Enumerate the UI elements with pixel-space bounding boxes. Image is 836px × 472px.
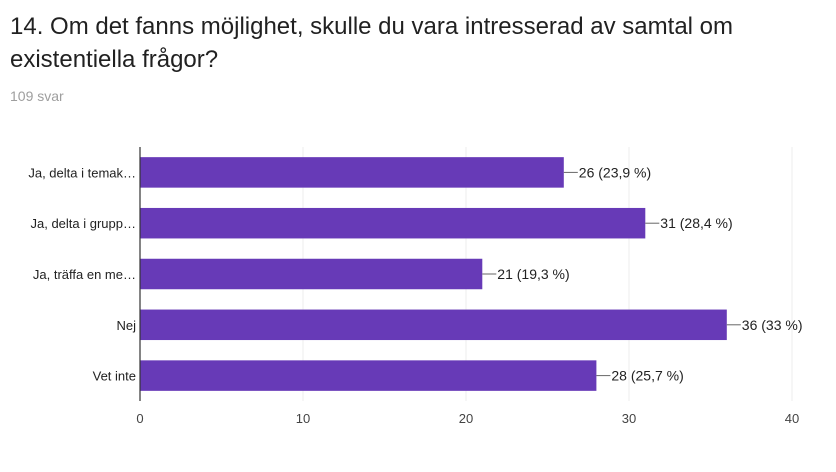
x-tick-label: 20 <box>459 411 473 426</box>
bar-data-label: 31 (28,4 %) <box>660 215 732 231</box>
bar <box>140 207 646 239</box>
response-count: 109 svar <box>10 88 64 104</box>
x-tick-label: 30 <box>622 411 636 426</box>
x-tick-label: 0 <box>136 411 143 426</box>
bar <box>140 258 483 290</box>
bar-data-label: 36 (33 %) <box>742 317 803 333</box>
bar-data-label: 26 (23,9 %) <box>579 164 651 180</box>
bar <box>140 360 597 391</box>
bar-data-label: 28 (25,7 %) <box>611 368 683 384</box>
question-title: 14. Om det fanns möjlighet, skulle du va… <box>10 13 733 73</box>
category-label: Ja, delta i grupp… <box>30 216 136 231</box>
category-label: Ja, träffa en me… <box>33 267 136 282</box>
bar <box>140 157 564 188</box>
x-tick-label: 10 <box>296 411 310 426</box>
category-label: Ja, delta i temak… <box>28 165 136 180</box>
bar <box>140 309 727 341</box>
x-tick-label: 40 <box>785 411 799 426</box>
category-label: Nej <box>116 318 136 333</box>
category-label: Vet inte <box>93 369 136 384</box>
bar-data-label: 21 (19,3 %) <box>497 266 569 282</box>
